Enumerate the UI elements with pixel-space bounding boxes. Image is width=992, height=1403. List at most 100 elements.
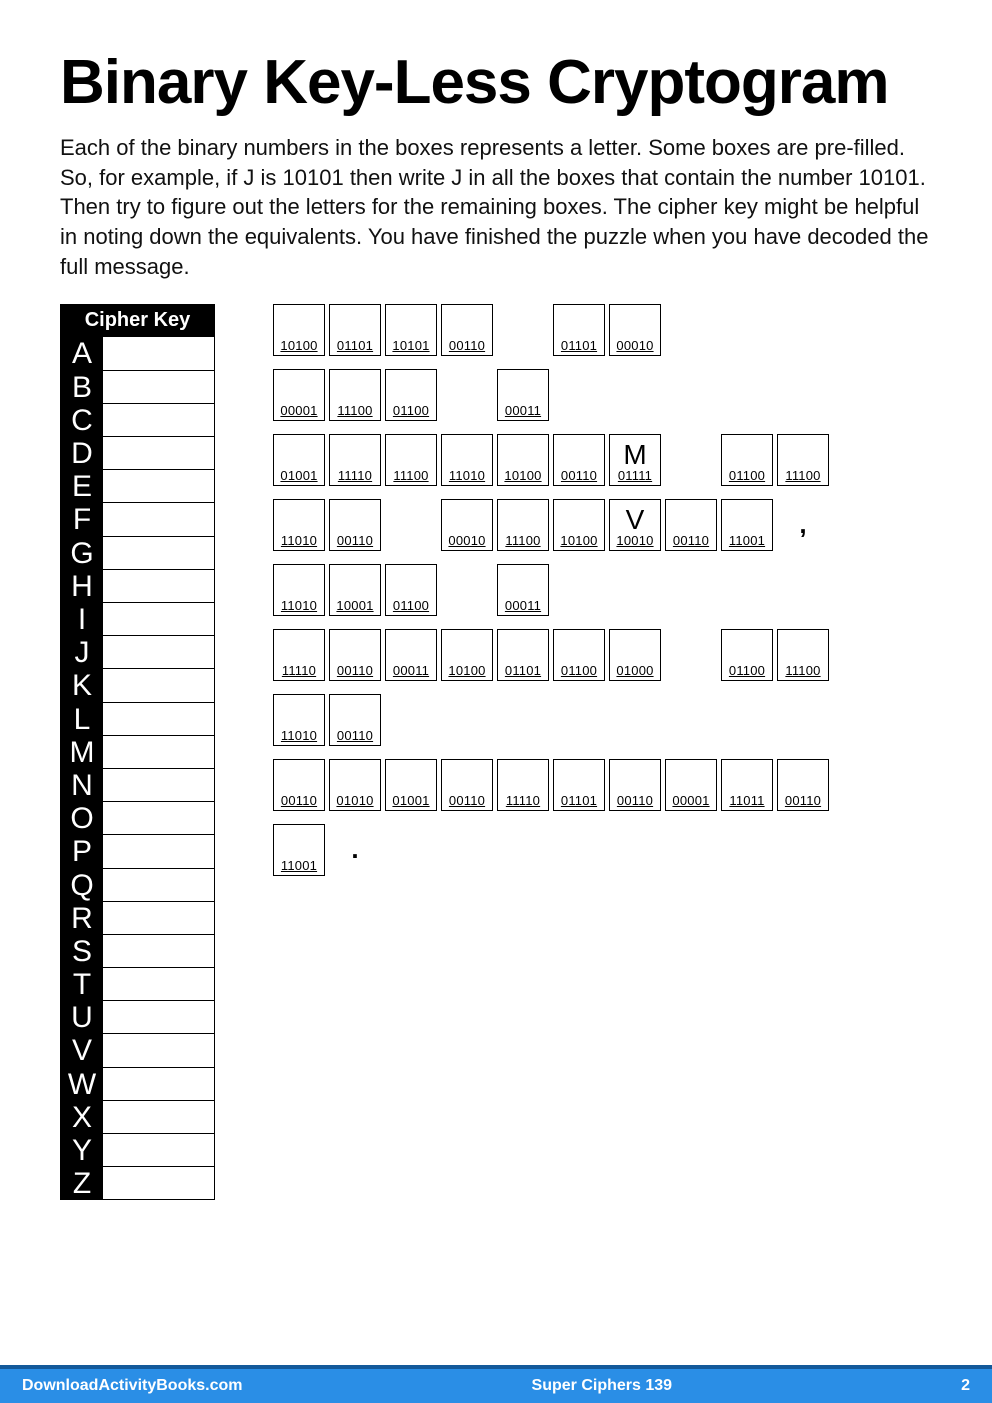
puzzle-cell[interactable]: 00011 <box>497 369 549 421</box>
cipher-key-blank[interactable] <box>103 869 214 901</box>
cipher-key-blank[interactable] <box>103 736 214 768</box>
puzzle-cell[interactable]: 11010 <box>273 564 325 616</box>
puzzle-cell[interactable]: 01000 <box>609 629 661 681</box>
cipher-key-blank[interactable] <box>103 470 214 502</box>
puzzle-cell[interactable]: 01101 <box>497 629 549 681</box>
cell-binary-code: 00110 <box>673 533 709 548</box>
cipher-key-blank[interactable] <box>103 603 214 635</box>
puzzle-cell[interactable]: 11011 <box>721 759 773 811</box>
cell-binary-code: 01001 <box>280 468 317 483</box>
puzzle-cell[interactable]: 11100 <box>497 499 549 551</box>
cell-binary-code: 11010 <box>449 468 485 483</box>
cipher-key-blank[interactable] <box>103 570 214 602</box>
puzzle-cell[interactable]: 11110 <box>273 629 325 681</box>
cipher-key-letter: T <box>61 968 103 1000</box>
puzzle-cell[interactable]: 00110 <box>273 759 325 811</box>
puzzle-cell[interactable]: 00010 <box>441 499 493 551</box>
cipher-key-blank[interactable] <box>103 935 214 967</box>
cipher-key-blank[interactable] <box>103 337 214 370</box>
puzzle-cell[interactable]: 10100 <box>553 499 605 551</box>
cipher-key-blank[interactable] <box>103 968 214 1000</box>
cipher-key-blank[interactable] <box>103 437 214 469</box>
puzzle-cell[interactable]: 00110 <box>665 499 717 551</box>
cipher-key-row: I <box>61 602 214 635</box>
puzzle-cell[interactable]: 01001 <box>385 759 437 811</box>
puzzle-cell[interactable]: 11100 <box>385 434 437 486</box>
cipher-key-blank[interactable] <box>103 503 214 535</box>
puzzle-cell[interactable]: 10101 <box>385 304 437 356</box>
cipher-key-blank[interactable] <box>103 1167 214 1199</box>
cipher-key-blank[interactable] <box>103 902 214 934</box>
cell-binary-code: 00110 <box>337 728 373 743</box>
cipher-key-blank[interactable] <box>103 1034 214 1066</box>
puzzle-cell[interactable]: M01111 <box>609 434 661 486</box>
puzzle-area: 1010001101101010011001101000100000111100… <box>273 304 932 889</box>
cipher-key-blank[interactable] <box>103 769 214 801</box>
cipher-key-blank[interactable] <box>103 537 214 569</box>
puzzle-cell[interactable]: 11001 <box>273 824 325 876</box>
puzzle-cell[interactable]: 11100 <box>777 629 829 681</box>
puzzle-cell[interactable]: 00110 <box>553 434 605 486</box>
puzzle-cell[interactable]: 10100 <box>441 629 493 681</box>
cipher-key-blank[interactable] <box>103 669 214 701</box>
punctuation: . <box>329 824 381 876</box>
puzzle-cell[interactable]: 11100 <box>329 369 381 421</box>
puzzle-cell[interactable]: 01101 <box>553 759 605 811</box>
cipher-key-blank[interactable] <box>103 703 214 735</box>
puzzle-cell[interactable]: 00110 <box>777 759 829 811</box>
cell-binary-code: 11100 <box>505 533 540 548</box>
puzzle-cell[interactable]: 00011 <box>497 564 549 616</box>
puzzle-cell[interactable]: 00010 <box>609 304 661 356</box>
puzzle-cell[interactable]: 00110 <box>329 694 381 746</box>
puzzle-cell[interactable]: 11010 <box>273 499 325 551</box>
cell-binary-code: 00011 <box>505 403 541 418</box>
puzzle-cell[interactable]: 01101 <box>553 304 605 356</box>
puzzle-cell[interactable]: 00011 <box>385 629 437 681</box>
cell-binary-code: 01010 <box>336 793 373 808</box>
puzzle-cell[interactable]: 00110 <box>441 759 493 811</box>
puzzle-cell[interactable]: 01100 <box>385 564 437 616</box>
cell-binary-code: 11100 <box>337 403 372 418</box>
puzzle-cell[interactable]: 00001 <box>665 759 717 811</box>
puzzle-cell[interactable]: 11100 <box>777 434 829 486</box>
cipher-key-blank[interactable] <box>103 1068 214 1100</box>
puzzle-cell[interactable]: 11110 <box>329 434 381 486</box>
cipher-key-row: O <box>61 801 214 834</box>
puzzle-cell[interactable]: 00110 <box>329 629 381 681</box>
cipher-key-blank[interactable] <box>103 835 214 867</box>
cipher-key-blank[interactable] <box>103 404 214 436</box>
puzzle-cell[interactable]: 11110 <box>497 759 549 811</box>
cipher-key-blank[interactable] <box>103 802 214 834</box>
cipher-key-blank[interactable] <box>103 1001 214 1033</box>
cipher-key-blank[interactable] <box>103 1101 214 1133</box>
puzzle-cell[interactable]: 00110 <box>329 499 381 551</box>
puzzle-cell[interactable]: 10100 <box>273 304 325 356</box>
cell-binary-code: 01111 <box>618 468 652 483</box>
cipher-key-blank[interactable] <box>103 371 214 403</box>
puzzle-cell[interactable]: 01100 <box>385 369 437 421</box>
cipher-key-blank[interactable] <box>103 1134 214 1166</box>
puzzle-cell[interactable]: 00110 <box>609 759 661 811</box>
puzzle-cell[interactable]: 11010 <box>273 694 325 746</box>
puzzle-cell[interactable]: 01010 <box>329 759 381 811</box>
cell-binary-code: 11011 <box>729 793 764 808</box>
puzzle-cell[interactable]: 11010 <box>441 434 493 486</box>
puzzle-cell[interactable]: 00110 <box>441 304 493 356</box>
cipher-key-letter: D <box>61 437 103 469</box>
puzzle-cell[interactable]: 11001 <box>721 499 773 551</box>
puzzle-cell[interactable]: 01100 <box>721 629 773 681</box>
puzzle-cell[interactable]: 01001 <box>273 434 325 486</box>
puzzle-cell[interactable]: 10001 <box>329 564 381 616</box>
puzzle-cell[interactable]: V10010 <box>609 499 661 551</box>
cipher-key-row: K <box>61 668 214 701</box>
puzzle-cell[interactable]: 00001 <box>273 369 325 421</box>
puzzle-cell[interactable]: 01100 <box>721 434 773 486</box>
cipher-key-row: F <box>61 502 214 535</box>
puzzle-cell[interactable]: 01101 <box>329 304 381 356</box>
puzzle-cell[interactable]: 01100 <box>553 629 605 681</box>
puzzle-row: 1111000110000111010001101011000100001100… <box>273 629 932 681</box>
puzzle-cell[interactable]: 10100 <box>497 434 549 486</box>
cipher-key-row: C <box>61 403 214 436</box>
cipher-key-blank[interactable] <box>103 636 214 668</box>
cell-binary-code: 01101 <box>561 793 597 808</box>
